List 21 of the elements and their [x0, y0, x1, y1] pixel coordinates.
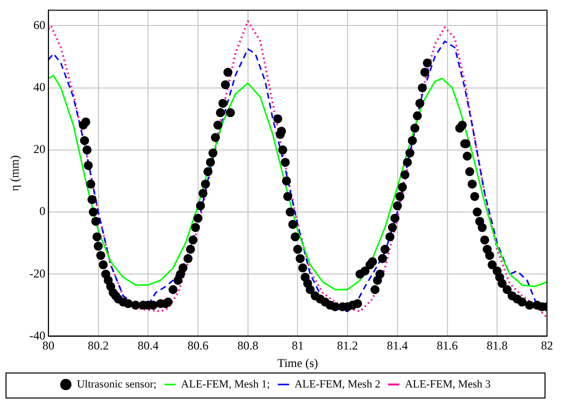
y-tick-label: -20 [29, 266, 46, 280]
x-tick-label: 81.8 [486, 338, 508, 353]
x-tick-label: 81 [292, 338, 304, 353]
x-tick-label: 80.8 [237, 338, 258, 353]
legend-label: ALE-FEM, Mesh 2 [294, 378, 380, 390]
y-tick-label: 40 [33, 80, 46, 94]
y-tick-label: 20 [33, 142, 46, 156]
x-tick-label: 80.4 [138, 338, 159, 353]
y-axis-title: η (mm) [7, 155, 22, 192]
y-tick-label: 60 [33, 18, 46, 32]
x-axis-title: Time (s) [277, 356, 318, 370]
x-tick-label: 80.2 [88, 338, 109, 353]
x-tick-label: 82 [541, 338, 553, 353]
legend-label: Ultrasonic sensor; [76, 378, 157, 390]
legend-label: ALE-FEM, Mesh 3 [404, 378, 492, 390]
x-tick-label: 81.4 [386, 338, 408, 353]
legend-label: ALE-FEM, Mesh 1; [181, 378, 270, 390]
x-tick-label: 81.2 [337, 338, 358, 353]
x-tick-label: 80.6 [187, 338, 208, 353]
y-tick-label: 0 [39, 204, 46, 218]
x-tick-label: 81.6 [436, 338, 458, 353]
